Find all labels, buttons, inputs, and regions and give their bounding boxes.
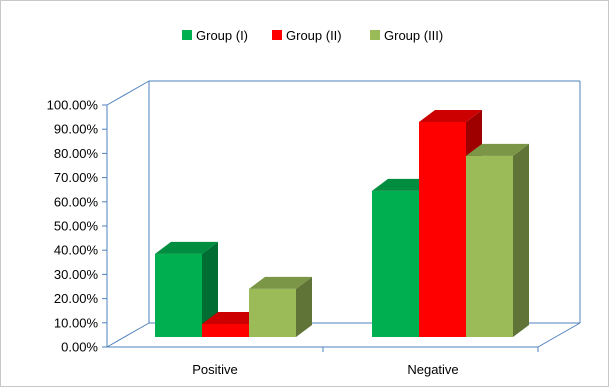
legend-item-group-iii: Group (III): [370, 28, 443, 43]
legend-label: Group (III): [384, 28, 443, 43]
bar-side-face: [513, 143, 529, 337]
y-axis: 0.00% 10.00% 20.00% 30.00% 40.00% 50.00% 60.00…: [47, 98, 107, 355]
bar-front-face: [202, 324, 249, 337]
legend-label: Group (I): [196, 28, 248, 43]
bar-side-face: [202, 241, 218, 337]
bar-group-iii-positive: [249, 276, 312, 337]
bar-top-face: [155, 241, 218, 254]
legend-item-group-ii: Group (II): [272, 28, 342, 43]
floor-left-edge: [106, 322, 150, 348]
y-tick-label: 60.00%: [54, 194, 99, 209]
legend-label: Group (II): [286, 28, 342, 43]
bar-front-face: [249, 288, 296, 337]
bar-side-face: [296, 276, 312, 337]
y-tick-label: 100.00%: [47, 98, 99, 113]
y-tick-label: 0.00%: [61, 340, 98, 355]
bar-front-face: [372, 190, 419, 337]
floor-right-edge: [537, 322, 581, 348]
legend-swatch: [272, 30, 282, 40]
wall-top-left-edge: [106, 80, 150, 106]
x-category-label: Negative: [407, 362, 458, 377]
bars: [155, 109, 529, 337]
y-tick-label: 70.00%: [54, 170, 99, 185]
y-tick-label: 20.00%: [54, 291, 99, 306]
bar-front-face: [466, 155, 513, 337]
y-tick-label: 80.00%: [54, 146, 99, 161]
bar-top-face: [419, 109, 482, 122]
bar-group-iii-negative: [466, 143, 529, 337]
bar-group-i-positive: [155, 241, 218, 337]
y-tick-label: 90.00%: [54, 122, 99, 137]
bar-top-face: [249, 276, 312, 289]
y-tick-label: 30.00%: [54, 267, 99, 282]
x-axis: Positive Negative: [192, 347, 539, 377]
y-tick-label: 50.00%: [54, 219, 99, 234]
legend-swatch: [182, 30, 192, 40]
bar-top-face: [466, 143, 529, 156]
legend-item-group-i: Group (I): [182, 28, 248, 43]
bar-front-face: [419, 121, 466, 337]
legend-swatch: [370, 30, 380, 40]
bar-front-face: [155, 253, 202, 337]
legend: Group (I) Group (II) Group (III): [182, 28, 443, 43]
y-tick-label: 40.00%: [54, 243, 99, 258]
x-category-label: Positive: [192, 362, 238, 377]
y-tick-label: 10.00%: [54, 315, 99, 330]
